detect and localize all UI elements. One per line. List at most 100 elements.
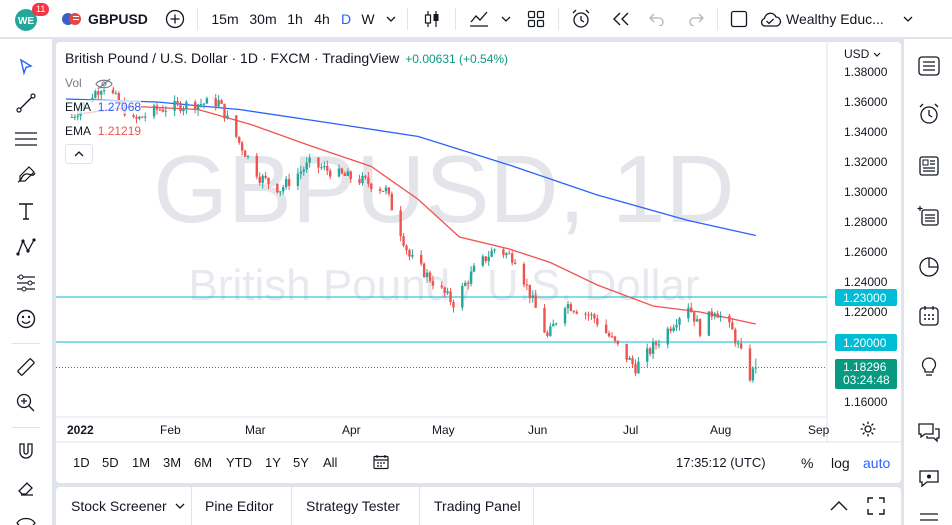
redo-button[interactable] [683,0,709,38]
text-tool[interactable] [10,195,42,227]
add-symbol-button[interactable] [160,0,190,38]
top-toolbar: WE 11 GBPUSD 15m 30m 1h 4h D W [0,0,952,38]
alerts-panel-button[interactable] [914,99,944,129]
interval-dropdown[interactable] [382,0,400,38]
measure-tool[interactable] [10,351,42,383]
interval-15m[interactable]: 15m [211,11,239,27]
prediction-tool[interactable] [10,267,42,299]
horizontal-line-tag-1-23[interactable]: 1.23000 [835,289,897,306]
tab-pine-editor[interactable]: Pine Editor [205,498,274,514]
candle-body [100,91,103,95]
undo-button[interactable] [644,0,670,38]
indicators-button[interactable] [464,0,494,38]
economic-calendar-button[interactable] [914,301,944,331]
calendar-button[interactable] [914,252,944,282]
alert-button[interactable] [566,0,596,38]
candle-body [710,311,714,317]
magnet-tool[interactable] [10,435,42,467]
log-scale-toggle[interactable]: log [831,455,850,471]
price-label: 1.16000 [844,395,888,409]
horizontal-line-tag-1-20[interactable]: 1.20000 [835,334,897,351]
help-button[interactable] [914,505,944,525]
hotlists-button[interactable] [914,201,944,231]
price-label: 1.36000 [844,95,888,109]
hide-drawings-tool[interactable] [10,507,42,525]
go-to-date-button[interactable] [372,453,390,474]
time-label: Feb [160,423,181,437]
candle-body [487,256,490,262]
watchlist-button[interactable] [914,51,944,81]
range-5y[interactable]: 5Y [293,455,309,470]
candle-body [161,109,165,112]
legend-volume[interactable]: Vol [65,76,114,90]
icons-tool[interactable] [10,303,42,335]
replay-button[interactable] [606,0,636,38]
candle-body [531,295,534,299]
streams-button[interactable] [914,463,944,493]
ideas-button[interactable] [914,352,944,382]
candle-body [555,323,558,325]
legend-collapse-button[interactable] [65,144,93,164]
range-1y[interactable]: 1Y [265,455,281,470]
utc-clock[interactable]: 17:35:12 (UTC) [676,455,766,470]
candle-body [625,343,628,360]
candle-body [381,190,385,192]
maximize-panel-button[interactable] [867,487,885,525]
interval-1h[interactable]: 1h [287,11,303,27]
brush-tool[interactable] [10,159,42,191]
currency-selector[interactable]: USD [844,47,881,61]
trend-line-tool[interactable] [10,87,42,119]
legend-ema-fast[interactable]: EMA 1.21219 [65,124,142,138]
chat-bubbles-icon [918,423,940,443]
layout-dropdown[interactable] [895,0,921,38]
lock-drawings-tool[interactable] [10,471,42,503]
chart-panel[interactable]: GBPUSD, 1D British Pound / U.S. Dollar B… [56,42,901,483]
chats-button[interactable] [914,417,944,447]
candle-body [754,367,758,369]
candle-body [155,105,159,110]
layout-button[interactable] [726,0,752,38]
save-layout-button[interactable]: Wealthy Educ... [758,0,893,38]
last-price-tag[interactable]: 1.18296 03:24:48 [835,359,897,389]
tab-strategy-tester[interactable]: Strategy Tester [306,498,400,514]
chart-settings-button[interactable] [859,420,877,441]
interval-30m[interactable]: 30m [249,11,277,27]
candles-style-button[interactable] [417,0,447,38]
range-ytd[interactable]: YTD [226,455,252,470]
patterns-tool[interactable] [10,231,42,263]
cursor-tool[interactable] [10,51,42,83]
range-3m[interactable]: 3M [163,455,182,470]
interval-w[interactable]: W [361,11,375,27]
interval-4h[interactable]: 4h [314,11,330,27]
candle-body [284,179,288,188]
chart-legend-title[interactable]: British Pound / U.S. Dollar · 1D · FXCM … [65,50,508,66]
candle-body [695,319,699,322]
range-all[interactable]: All [323,455,338,470]
indicators-dropdown[interactable] [497,0,515,38]
candle-body [202,103,206,105]
price-chart[interactable]: GBPUSD, 1D British Pound / U.S. Dollar [56,42,901,483]
zoom-tool[interactable] [10,387,42,419]
legend-ema-slow[interactable]: EMA 1.27068 [65,100,142,114]
ema-fast-label: EMA [65,124,91,138]
expand-panel-button[interactable] [830,487,848,525]
candle-body [572,310,576,312]
candle-body [737,343,740,345]
user-avatar[interactable]: WE 11 [8,0,50,38]
candle-body [666,328,669,345]
interval-d[interactable]: D [340,11,352,27]
range-1m[interactable]: 1M [132,455,151,470]
percent-scale-toggle[interactable]: % [801,455,814,471]
candle-body [326,165,329,171]
fib-tool[interactable] [10,123,42,155]
symbol-search[interactable]: GBPUSD [62,0,152,38]
range-1d[interactable]: 1D [73,455,90,470]
range-5d[interactable]: 5D [102,455,119,470]
range-6m[interactable]: 6M [194,455,213,470]
horizontal-lines-icon [15,132,37,146]
tab-trading-panel[interactable]: Trading Panel [434,498,521,514]
tab-stock-screener[interactable]: Stock Screener [71,487,185,525]
templates-button[interactable] [521,0,551,38]
auto-scale-toggle[interactable]: auto [863,455,891,471]
data-window-button[interactable] [914,151,944,181]
